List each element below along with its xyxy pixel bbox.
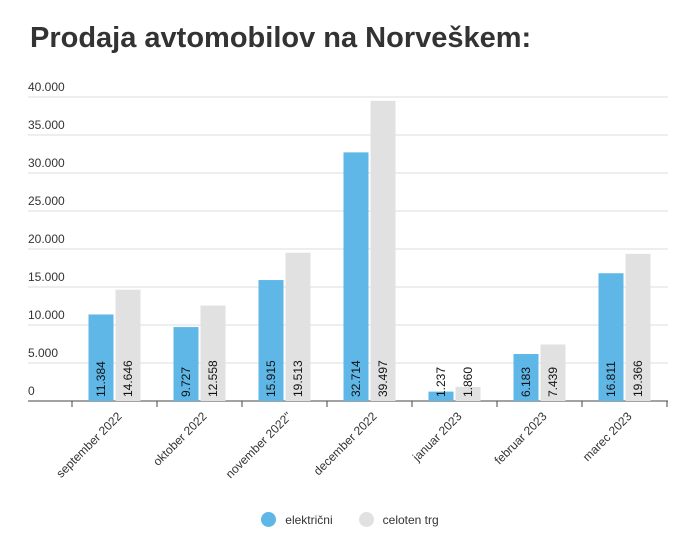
bar-celoten-trg bbox=[115, 289, 141, 401]
data-label: 19.366 bbox=[631, 360, 645, 397]
data-label: 6.183 bbox=[519, 367, 533, 397]
bar-celoten-trg bbox=[455, 386, 481, 401]
bar-elektricni bbox=[428, 391, 454, 401]
y-tick-label: 35.000 bbox=[28, 118, 65, 132]
y-tick-label: 10.000 bbox=[28, 308, 65, 322]
bar-celoten-trg bbox=[200, 305, 226, 401]
data-label: 11.384 bbox=[94, 361, 108, 397]
bar-elektricni bbox=[513, 354, 539, 401]
x-category-label: september 2022 bbox=[53, 409, 124, 480]
x-category-label: januar 2023 bbox=[409, 409, 465, 465]
data-label: 14.646 bbox=[121, 360, 135, 397]
bar-celoten-trg bbox=[285, 252, 311, 401]
y-tick-label: 25.000 bbox=[28, 194, 65, 208]
legend-swatch-celoten-trg bbox=[358, 512, 374, 527]
data-label: 9.727 bbox=[179, 367, 193, 397]
data-label: 19.513 bbox=[291, 360, 305, 397]
bar-celoten-trg bbox=[370, 100, 396, 401]
legend-item-elektricni[interactable]: električni bbox=[261, 512, 333, 527]
x-category-label: november 2022" bbox=[223, 409, 295, 481]
bar-elektricni bbox=[173, 327, 199, 401]
y-tick-label: 15.000 bbox=[28, 270, 65, 284]
y-tick-label: 5.000 bbox=[28, 346, 58, 360]
data-label: 1.860 bbox=[461, 367, 475, 397]
data-label: 1.237 bbox=[434, 367, 448, 397]
chart-title: Prodaja avtomobilov na Norveškem: bbox=[30, 22, 532, 54]
y-tick-label: 0 bbox=[28, 384, 35, 398]
bar-elektricni bbox=[343, 152, 369, 401]
data-label: 39.497 bbox=[376, 360, 390, 397]
x-category-label: oktober 2022 bbox=[150, 409, 210, 469]
bar-celoten-trg bbox=[540, 344, 566, 401]
legend-swatch-elektricni bbox=[261, 512, 277, 527]
bar-elektricni bbox=[88, 314, 114, 401]
x-category-label: december 2022 bbox=[311, 409, 380, 478]
legend-item-celoten-trg[interactable]: celoten trg bbox=[358, 512, 439, 527]
y-tick-label: 30.000 bbox=[28, 156, 65, 170]
bar-elektricni bbox=[258, 280, 284, 401]
bar-celoten-trg bbox=[625, 253, 651, 401]
bar-elektricni bbox=[598, 273, 624, 401]
data-label: 32.714 bbox=[349, 360, 363, 397]
legend-label-celoten-trg: celoten trg bbox=[382, 512, 439, 527]
x-category-label: marec 2023 bbox=[580, 409, 635, 464]
data-label: 12.558 bbox=[206, 360, 220, 397]
data-label: 7.439 bbox=[546, 367, 560, 397]
y-tick-label: 20.000 bbox=[28, 232, 65, 246]
legend: električni celoten trg bbox=[0, 512, 700, 527]
legend-label-elektricni: električni bbox=[285, 512, 333, 527]
data-label: 15.915 bbox=[264, 360, 278, 397]
data-label: 16.811 bbox=[604, 361, 618, 397]
y-tick-label: 40.000 bbox=[28, 80, 65, 94]
x-category-label: februar 2023 bbox=[492, 409, 550, 467]
